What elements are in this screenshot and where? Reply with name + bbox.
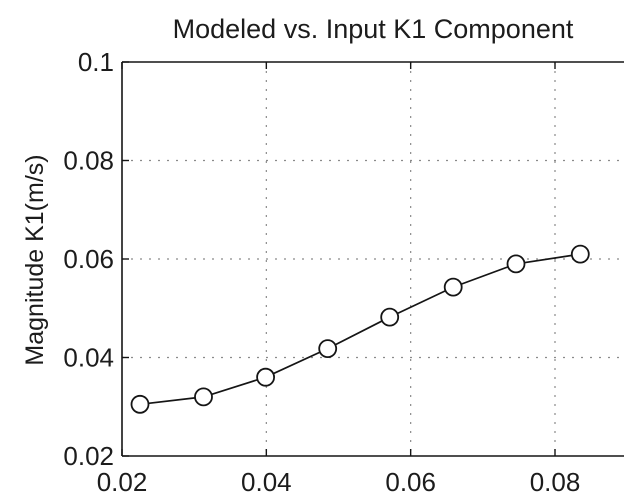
series-line [139,253,581,406]
tick-labels: 0.02 0.04 0.06 0.08 0.02 0.04 0.06 0.08 0.1 [63,47,580,497]
data-point-marker [194,387,213,407]
chart-title: Modeled vs. Input K1 Component [173,14,574,44]
x-tick-label: 0.02 [97,467,148,497]
data-point-marker [506,254,526,274]
y-tick-label: 0.1 [78,47,114,77]
tick-marks [121,61,556,457]
data-point-marker [130,394,150,414]
y-tick-label: 0.06 [63,244,114,274]
y-tick-label: 0.04 [63,343,114,373]
x-tick-label: 0.04 [241,467,292,497]
data-series [130,244,590,414]
data-point-marker [443,277,463,297]
x-tick-label: 0.08 [530,467,581,497]
data-point-marker [380,307,400,327]
data-point-marker [256,367,276,387]
y-tick-label: 0.08 [63,146,114,176]
data-point-marker [570,244,590,264]
y-axis-label: Magnitude K1(m/s) [21,154,49,365]
y-tick-label: 0.02 [63,441,114,471]
data-point-marker [318,339,338,359]
x-tick-label: 0.06 [385,467,436,497]
